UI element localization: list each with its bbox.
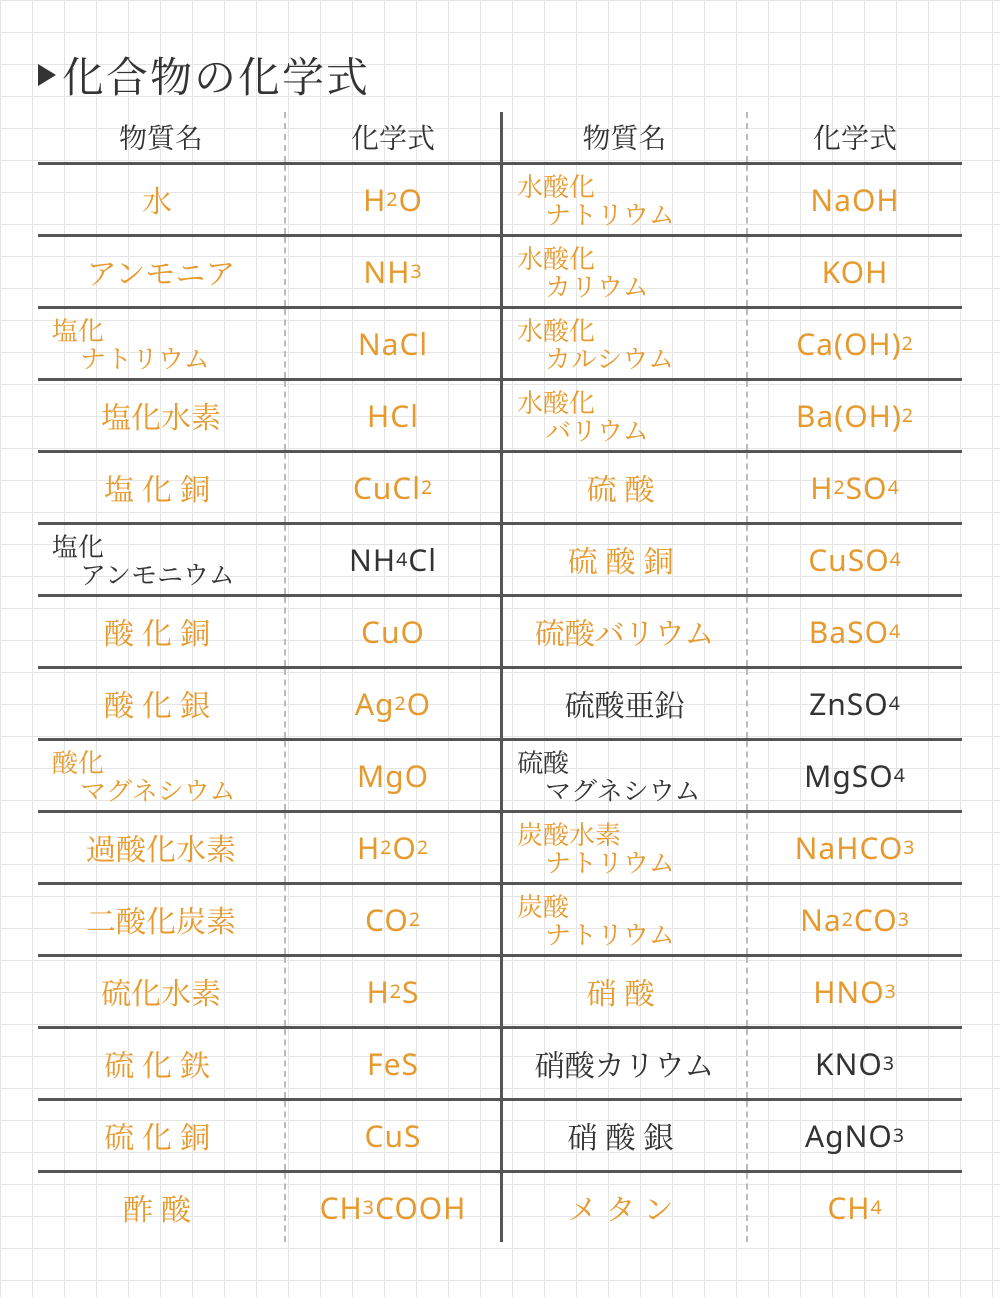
left-name-cell: アンモニア — [38, 237, 284, 306]
right-formula-cell: ZnSO4 — [746, 669, 962, 738]
left-name-cell: 硫化銅 — [38, 1101, 284, 1170]
table-row: 硫化水素H2S硝酸HNO3 — [38, 954, 962, 1026]
right-name-cell: 硫酸銅 — [500, 525, 746, 594]
left-formula-cell: H2O — [284, 165, 500, 234]
left-name-cell: 二酸化炭素 — [38, 885, 284, 954]
left-name-cell: 水 — [38, 165, 284, 234]
right-name-cell: 炭酸ナトリウム — [500, 885, 746, 954]
header-formula-right: 化学式 — [746, 112, 962, 162]
right-name-cell: 水酸化カルシウム — [500, 309, 746, 378]
right-name-cell: 硝酸銀 — [500, 1101, 746, 1170]
right-name-cell: 硫酸マグネシウム — [500, 741, 746, 810]
left-name-cell: 塩化水素 — [38, 381, 284, 450]
left-name-cell: 塩化アンモニウム — [38, 525, 284, 594]
right-formula-cell: MgSO4 — [746, 741, 962, 810]
table-row: 硫化鉄FeS硝酸カリウムKNO3 — [38, 1026, 962, 1098]
left-formula-cell: CuS — [284, 1101, 500, 1170]
left-formula-cell: MgO — [284, 741, 500, 810]
left-formula-cell: FeS — [284, 1029, 500, 1098]
triangle-icon — [38, 64, 56, 86]
right-name-cell: 炭酸水素ナトリウム — [500, 813, 746, 882]
compound-table: 物質名 化学式 物質名 化学式 水H2O水酸化ナトリウムNaOHアンモニアNH3… — [38, 112, 962, 1242]
right-formula-cell: KNO3 — [746, 1029, 962, 1098]
table-row: 酸化銅CuO硫酸バリウムBaSO4 — [38, 594, 962, 666]
table-row: 二酸化炭素CO2炭酸ナトリウムNa2CO3 — [38, 882, 962, 954]
right-formula-cell: H2SO4 — [746, 453, 962, 522]
table-row: 硫化銅CuS硝酸銀AgNO3 — [38, 1098, 962, 1170]
left-formula-cell: H2O2 — [284, 813, 500, 882]
left-name-cell: 塩化銅 — [38, 453, 284, 522]
table-header: 物質名 化学式 物質名 化学式 — [38, 112, 962, 162]
table-row: 酢酸CH3COOHメタンCH4 — [38, 1170, 962, 1242]
left-name-cell: 硫化鉄 — [38, 1029, 284, 1098]
left-formula-cell: HCl — [284, 381, 500, 450]
left-name-cell: 過酸化水素 — [38, 813, 284, 882]
header-name-left: 物質名 — [38, 112, 284, 162]
left-name-cell: 塩化ナトリウム — [38, 309, 284, 378]
right-formula-cell: Ba(OH)2 — [746, 381, 962, 450]
table-row: 水H2O水酸化ナトリウムNaOH — [38, 162, 962, 234]
left-name-cell: 酢酸 — [38, 1173, 284, 1242]
right-name-cell: 硝酸 — [500, 957, 746, 1026]
left-name-cell: 酸化銀 — [38, 669, 284, 738]
right-formula-cell: HNO3 — [746, 957, 962, 1026]
table-row: 酸化銀Ag2O硫酸亜鉛ZnSO4 — [38, 666, 962, 738]
right-name-cell: 水酸化ナトリウム — [500, 165, 746, 234]
right-name-cell: 硫酸バリウム — [500, 597, 746, 666]
right-formula-cell: KOH — [746, 237, 962, 306]
right-formula-cell: CuSO4 — [746, 525, 962, 594]
table-row: 過酸化水素H2O2炭酸水素ナトリウムNaHCO3 — [38, 810, 962, 882]
right-name-cell: 硫酸 — [500, 453, 746, 522]
right-name-cell: 水酸化カリウム — [500, 237, 746, 306]
left-formula-cell: NH3 — [284, 237, 500, 306]
right-name-cell: 水酸化バリウム — [500, 381, 746, 450]
left-name-cell: 硫化水素 — [38, 957, 284, 1026]
page-title-row: 化合物の化学式 — [38, 45, 370, 105]
right-name-cell: 硫酸亜鉛 — [500, 669, 746, 738]
left-name-cell: 酸化マグネシウム — [38, 741, 284, 810]
table-row: 塩化銅CuCl2硫酸H2SO4 — [38, 450, 962, 522]
right-formula-cell: Ca(OH)2 — [746, 309, 962, 378]
left-formula-cell: CO2 — [284, 885, 500, 954]
right-formula-cell: AgNO3 — [746, 1101, 962, 1170]
table-body: 水H2O水酸化ナトリウムNaOHアンモニアNH3水酸化カリウムKOH塩化ナトリウ… — [38, 162, 962, 1242]
table-row: 酸化マグネシウムMgO硫酸マグネシウムMgSO4 — [38, 738, 962, 810]
left-formula-cell: NaCl — [284, 309, 500, 378]
left-formula-cell: CH3COOH — [284, 1173, 500, 1242]
left-formula-cell: Ag2O — [284, 669, 500, 738]
table-row: 塩化アンモニウムNH4Cl硫酸銅CuSO4 — [38, 522, 962, 594]
table-row: 塩化水素HCl水酸化バリウムBa(OH)2 — [38, 378, 962, 450]
left-formula-cell: CuO — [284, 597, 500, 666]
right-formula-cell: Na2CO3 — [746, 885, 962, 954]
header-formula-left: 化学式 — [284, 112, 500, 162]
right-name-cell: 硝酸カリウム — [500, 1029, 746, 1098]
left-formula-cell: CuCl2 — [284, 453, 500, 522]
left-formula-cell: H2S — [284, 957, 500, 1026]
page-title: 化合物の化学式 — [62, 45, 370, 105]
table-row: 塩化ナトリウムNaCl水酸化カルシウムCa(OH)2 — [38, 306, 962, 378]
right-name-cell: メタン — [500, 1173, 746, 1242]
left-name-cell: 酸化銅 — [38, 597, 284, 666]
right-formula-cell: NaOH — [746, 165, 962, 234]
left-formula-cell: NH4Cl — [284, 525, 500, 594]
right-formula-cell: NaHCO3 — [746, 813, 962, 882]
right-formula-cell: CH4 — [746, 1173, 962, 1242]
table-row: アンモニアNH3水酸化カリウムKOH — [38, 234, 962, 306]
header-name-right: 物質名 — [500, 112, 746, 162]
right-formula-cell: BaSO4 — [746, 597, 962, 666]
